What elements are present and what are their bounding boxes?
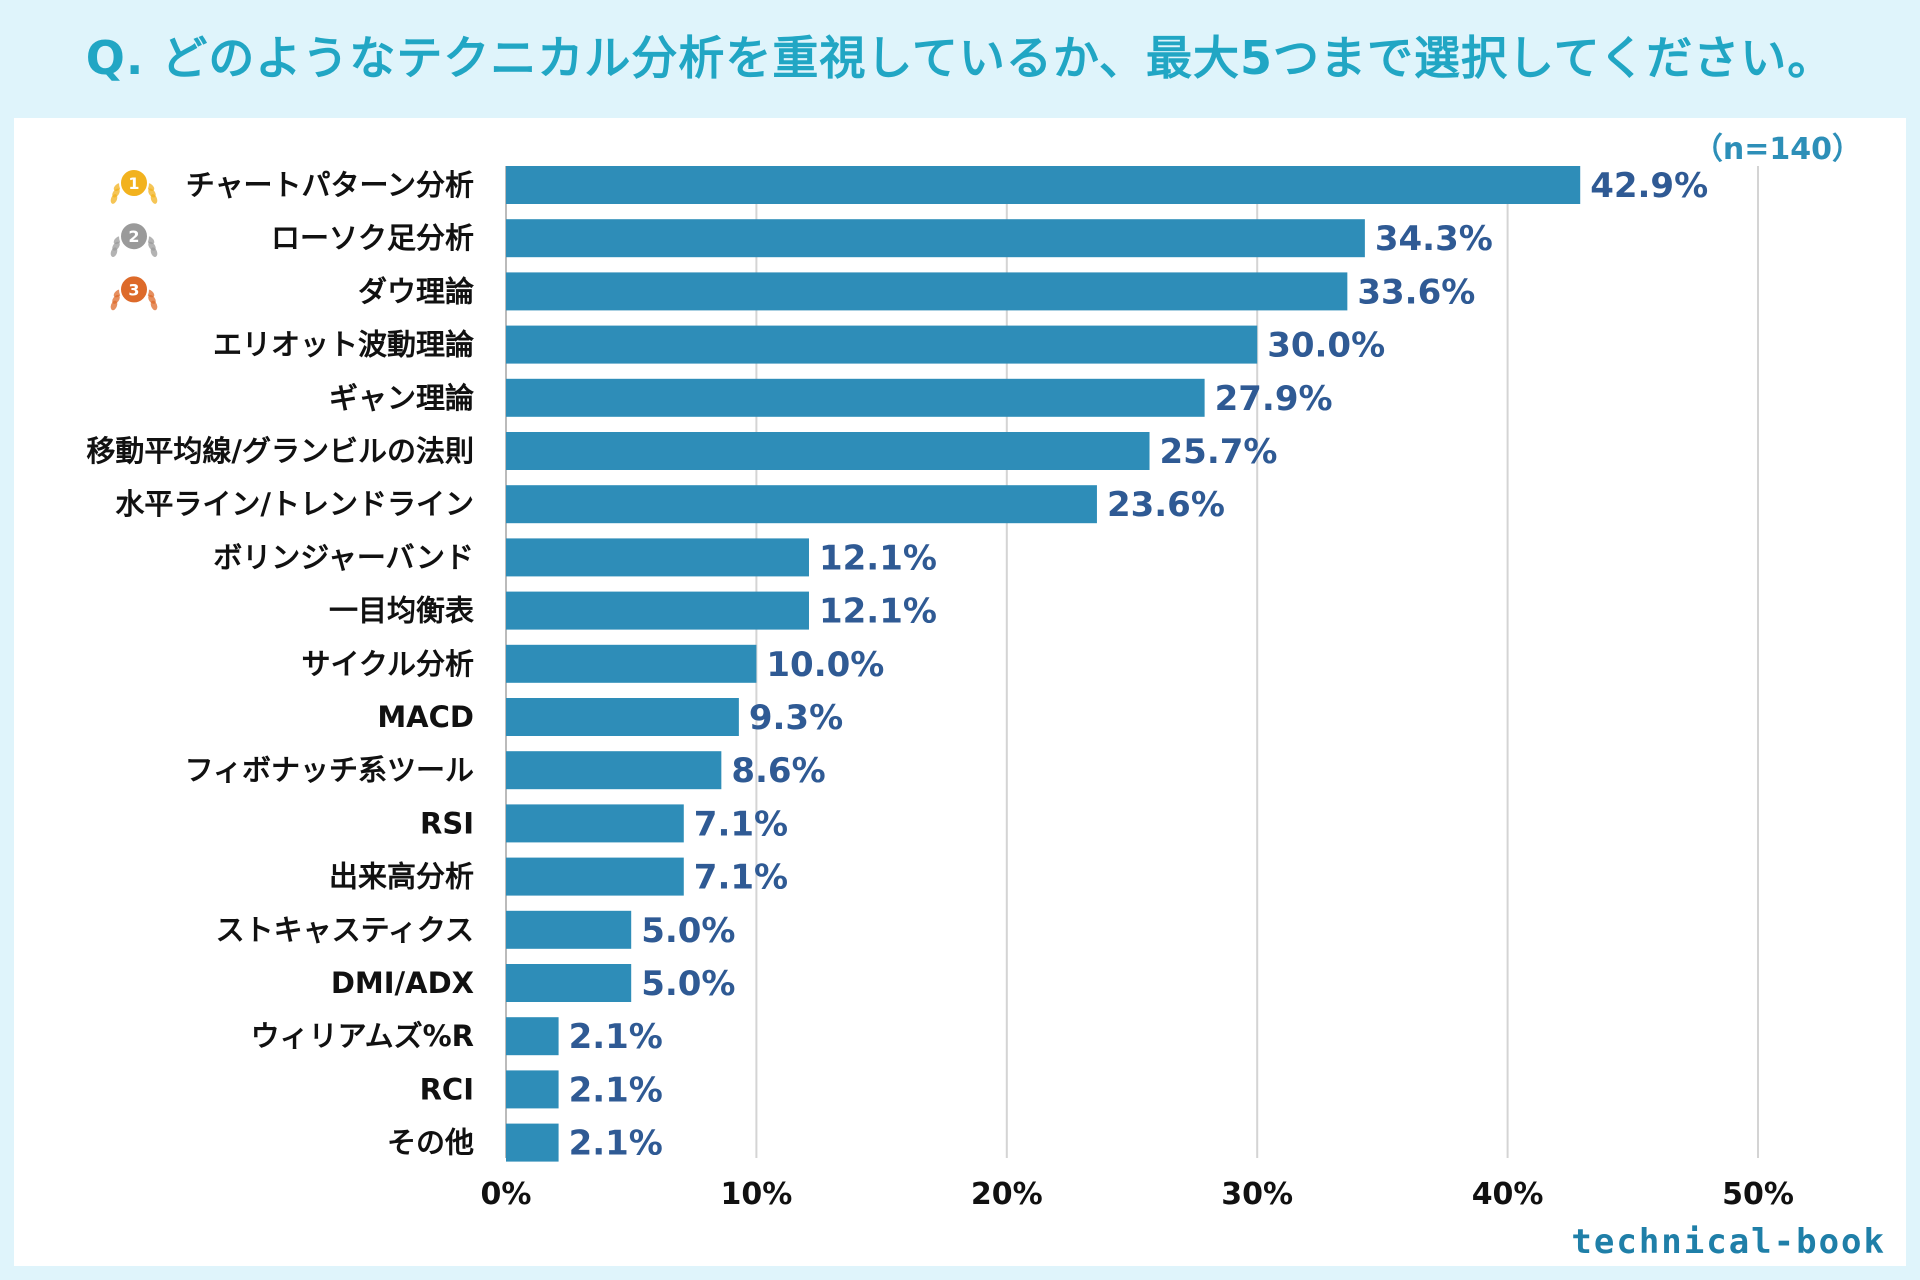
chart-title: Q. どのようなテクニカル分析を重視しているか、最大5つまで選択してください。 — [85, 31, 1835, 85]
bar — [506, 1017, 559, 1056]
x-tick-label: 50% — [1722, 1177, 1794, 1212]
bar — [506, 1070, 559, 1109]
x-tick-label: 0% — [481, 1177, 532, 1212]
value-label: 12.1% — [819, 592, 937, 632]
bar — [506, 538, 809, 577]
value-label: 42.9% — [1590, 166, 1708, 206]
bar — [506, 698, 739, 736]
bar — [506, 219, 1365, 258]
x-tick-label: 40% — [1472, 1177, 1544, 1212]
silver-medal-icon: 2 — [110, 221, 158, 258]
value-label: 8.6% — [731, 751, 825, 791]
category-label: RCI — [420, 1072, 474, 1106]
category-label: DMI/ADX — [331, 966, 474, 1000]
bar — [506, 857, 684, 896]
value-label: 2.1% — [569, 1124, 663, 1164]
bar — [506, 751, 722, 790]
category-label: ストキャスティクス — [216, 913, 474, 947]
category-label: ボリンジャーバンド — [213, 540, 474, 574]
value-label: 5.0% — [641, 911, 735, 951]
value-label: 10.0% — [766, 645, 884, 685]
value-label: 5.0% — [641, 964, 735, 1004]
bronze-medal-icon: 3 — [110, 274, 158, 311]
bar — [506, 166, 1581, 204]
category-label: 出来高分析 — [329, 860, 474, 894]
category-label: チャートパターン分析 — [186, 168, 474, 202]
category-label: ローソク足分析 — [271, 221, 474, 255]
bar — [506, 964, 632, 1002]
bar — [506, 325, 1258, 364]
category-label: その他 — [387, 1126, 474, 1160]
svg-text:2: 2 — [128, 227, 139, 246]
value-label: 7.1% — [694, 858, 788, 898]
value-label: 30.0% — [1267, 326, 1385, 366]
bar — [506, 432, 1150, 470]
value-label: 34.3% — [1375, 219, 1493, 259]
value-label: 2.1% — [569, 1070, 663, 1110]
x-tick-label: 20% — [971, 1177, 1043, 1212]
bar — [506, 378, 1205, 417]
bar — [506, 1123, 559, 1162]
svg-text:1: 1 — [128, 174, 139, 193]
category-label: ダウ理論 — [358, 274, 474, 308]
category-label: 水平ライン/トレンドライン — [115, 487, 474, 521]
bar — [506, 485, 1097, 524]
category-label: MACD — [377, 700, 474, 734]
sample-size-label: （n=140） — [1692, 132, 1862, 167]
value-label: 25.7% — [1160, 432, 1278, 472]
value-label: 7.1% — [694, 804, 788, 844]
category-label: 一目均衡表 — [329, 594, 474, 628]
value-label: 2.1% — [569, 1017, 663, 1057]
x-tick-label: 30% — [1221, 1177, 1293, 1212]
svg-text:3: 3 — [128, 280, 139, 299]
category-label: サイクル分析 — [301, 647, 474, 681]
bar — [506, 910, 632, 949]
category-label: フィボナッチ系ツール — [185, 753, 474, 787]
value-label: 33.6% — [1357, 272, 1475, 312]
value-label: 23.6% — [1107, 485, 1225, 525]
value-label: 9.3% — [749, 698, 843, 738]
category-label: 移動平均線/グランビルの法則 — [86, 434, 474, 468]
gold-medal-icon: 1 — [110, 168, 158, 204]
category-label: エリオット波動理論 — [213, 328, 474, 362]
bar — [506, 804, 684, 843]
value-label: 12.1% — [819, 538, 937, 578]
bar — [506, 591, 809, 630]
brand-logo: technical-book — [1571, 1222, 1886, 1262]
x-tick-label: 10% — [720, 1177, 792, 1212]
category-label: ギャン理論 — [329, 381, 474, 415]
bar — [506, 272, 1348, 311]
value-label: 27.9% — [1215, 379, 1333, 419]
bar — [506, 644, 757, 683]
category-label: ウィリアムズ%R — [251, 1019, 474, 1053]
category-label: RSI — [420, 806, 474, 840]
